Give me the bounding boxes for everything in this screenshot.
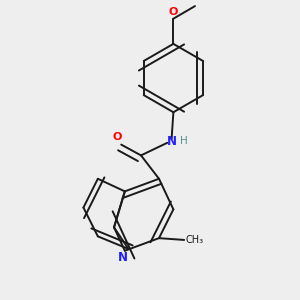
Text: H: H (180, 136, 187, 146)
Text: N: N (167, 134, 177, 148)
Text: CH₃: CH₃ (186, 235, 204, 245)
Text: O: O (169, 7, 178, 17)
Text: N: N (118, 251, 128, 264)
Text: O: O (113, 132, 122, 142)
